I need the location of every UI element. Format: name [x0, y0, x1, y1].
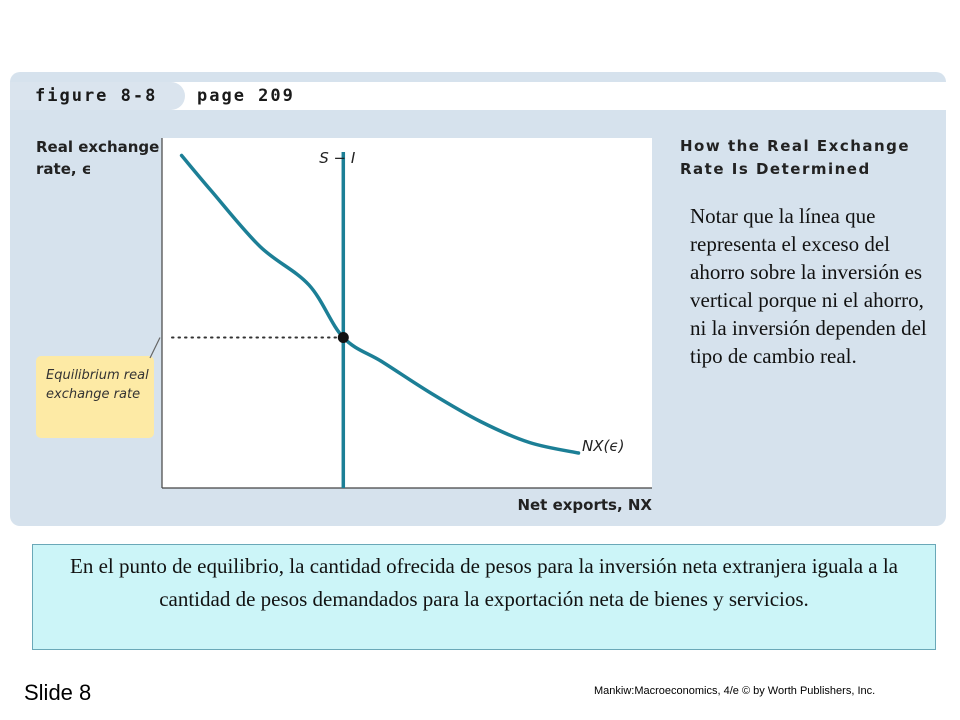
plot-area: [162, 138, 652, 488]
equilibrium-point: [337, 332, 349, 343]
figure-label: figure 8-8: [35, 86, 158, 106]
conclusion-text: En el punto de equilibrio, la cantidad o…: [70, 554, 898, 611]
x-axis-label: Net exports, NX: [517, 496, 652, 514]
s-minus-i-label: S − I: [319, 149, 356, 167]
page-label: page 209: [197, 86, 295, 106]
slide-number: Slide 8: [24, 680, 92, 705]
nx-curve-label: NX(ϵ): [582, 437, 624, 455]
y-axis-label-line2: rate, ϵ: [36, 160, 91, 178]
figure-label-tab: [10, 82, 185, 110]
credit-text: Mankiw:Macroeconomics, 4/e © by Worth Pu…: [594, 685, 876, 697]
note-text: Notar que la línea que representa el exc…: [690, 204, 927, 368]
callout-leader-line: [149, 337, 161, 359]
nx-demand-curve: [179, 153, 581, 455]
conclusion-box: [32, 544, 936, 650]
y-axis-label-line1: Real exchange: [36, 138, 159, 156]
equilibrium-callout-box: [36, 356, 154, 438]
equilibrium-callout-label: Equilibrium real exchange rate: [46, 368, 149, 402]
chart-title-line1: How the Real Exchange: [680, 137, 911, 155]
chart-title-line2: Rate Is Determined: [680, 160, 871, 178]
